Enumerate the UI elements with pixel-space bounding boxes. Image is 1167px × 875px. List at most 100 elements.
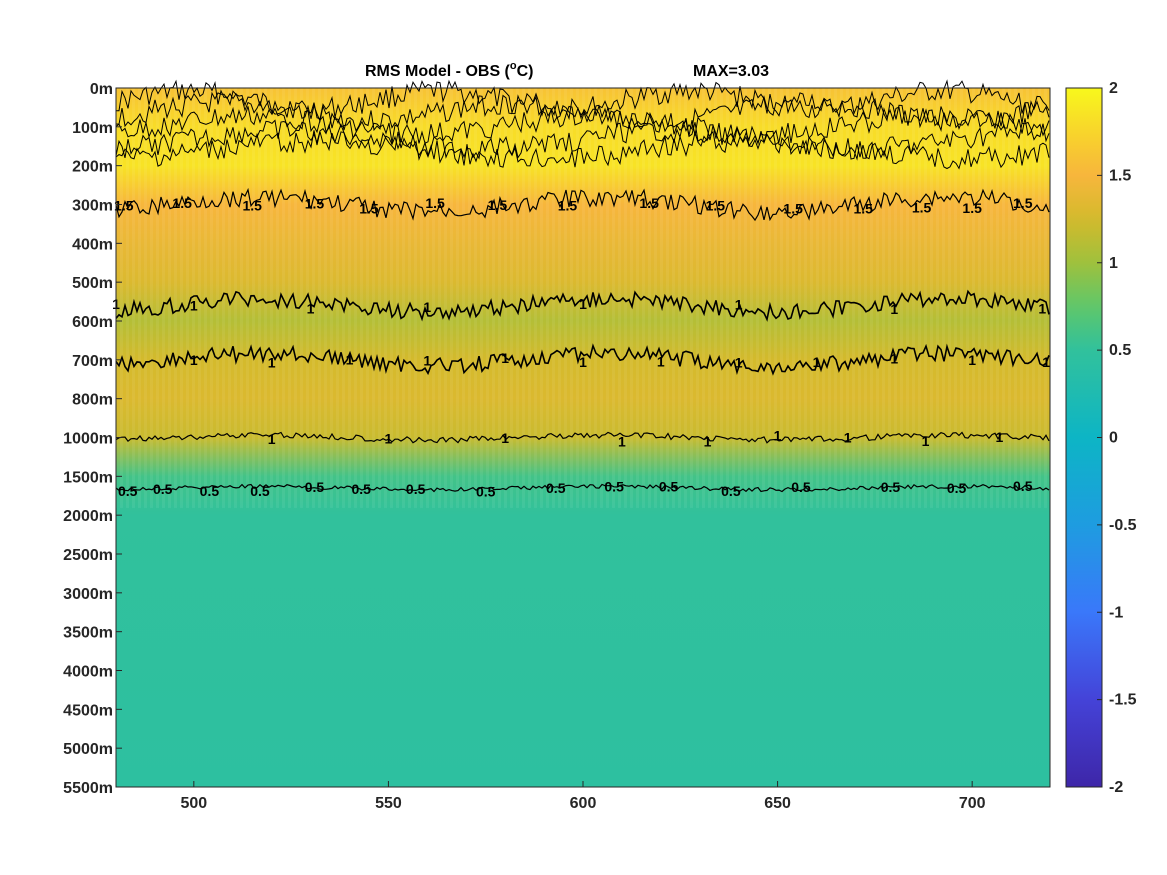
colorbar-tick-label: 0 <box>1109 430 1118 447</box>
contour-label: 1 <box>704 433 712 449</box>
contour-line-surface <box>115 91 1050 133</box>
contour-label: 1 <box>190 352 198 368</box>
y-tick-label: 5000m <box>63 741 113 758</box>
contour-label: 0.5 <box>721 483 741 499</box>
contour-label: 1 <box>268 355 276 371</box>
contour-label: 1 <box>423 353 431 369</box>
y-tick-label: 4000m <box>63 664 113 681</box>
contour-line <box>115 289 1050 322</box>
contour-line <box>115 431 1050 444</box>
y-tick-label: 5500m <box>63 780 113 797</box>
y-tick-label: 2500m <box>63 547 113 564</box>
y-tick-label: 400m <box>72 236 113 253</box>
contour-label: 1 <box>579 354 587 370</box>
contour-label: 0.5 <box>351 481 371 497</box>
x-tick-label: 550 <box>375 795 402 812</box>
contour-label: 0.5 <box>250 483 270 499</box>
y-tick-label: 1500m <box>63 469 113 486</box>
contour-lines <box>115 79 1050 493</box>
contour-label: 1 <box>735 296 743 312</box>
contour-label: 1 <box>922 433 930 449</box>
contour-label: 1 <box>385 430 393 446</box>
contour-label: 0.5 <box>200 483 220 499</box>
colorbar-ticks: 2 1.5 1 0.5 0 -0.5 -1 -1.5 -2 <box>1097 80 1137 796</box>
contour-label: 0.5 <box>881 479 901 495</box>
contour-label: 1 <box>501 430 509 446</box>
contour-label: 1.5 <box>639 195 659 211</box>
contour-label: 0.5 <box>406 481 426 497</box>
colorbar-tick-label: -0.5 <box>1109 517 1137 534</box>
contour-label: 1.5 <box>425 195 445 211</box>
y-axis: 0m 100m 200m 300m 400m 500m 600m 700m 800m 1000m 1… <box>63 81 122 797</box>
contour-label: 1 <box>735 354 743 370</box>
contour-line <box>115 483 1050 493</box>
contour-label: 0.5 <box>947 480 967 496</box>
y-tick-label: 100m <box>72 120 113 137</box>
colorbar-tick-label: -2 <box>1109 779 1123 796</box>
colorbar: 2 1.5 1 0.5 0 -0.5 -1 -1.5 -2 <box>1065 80 1137 796</box>
contour-label: 1.5 <box>706 197 726 213</box>
contour-label: 1 <box>190 298 198 314</box>
y-tick-label: 600m <box>72 314 113 331</box>
contour-label: 1.5 <box>962 200 982 216</box>
colorbar-tick-label: 2 <box>1109 80 1118 97</box>
contour-line <box>115 187 1050 222</box>
title-superscript: o <box>510 60 517 72</box>
contour-label: 1 <box>968 352 976 368</box>
contour-label: 0.5 <box>118 483 138 499</box>
contour-line <box>115 343 1050 376</box>
contour-label: 1 <box>813 354 821 370</box>
contour-label: 1.5 <box>558 197 578 213</box>
contour-label: 1 <box>501 350 509 366</box>
contour-label: 1 <box>890 351 898 367</box>
contour-label: 1 <box>618 433 626 449</box>
contour-label: 1 <box>346 352 354 368</box>
y-tick-label: 4500m <box>63 702 113 719</box>
y-tick-label: 3000m <box>63 586 113 603</box>
contour-label: 1.5 <box>172 195 192 211</box>
contour-label: 0.5 <box>153 481 173 497</box>
contour-label: 0.5 <box>546 480 566 496</box>
colorbar-tick-label: -1.5 <box>1109 692 1137 709</box>
contour-label: 0.5 <box>305 479 325 495</box>
x-tick-label: 600 <box>570 795 597 812</box>
chart-title: RMS Model - OBS (oC) <box>365 60 534 80</box>
contour-label: 1.5 <box>242 197 262 213</box>
max-label: MAX=3.03 <box>693 63 769 80</box>
contour-label: 1 <box>996 429 1004 445</box>
y-tick-label: 200m <box>72 159 113 176</box>
contour-label: 1.5 <box>114 197 134 213</box>
colorbar-gradient-bar <box>1065 87 1103 788</box>
y-tick-label: 3500m <box>63 625 113 642</box>
x-tick-label: 650 <box>764 795 791 812</box>
contour-label: 0.5 <box>791 479 811 495</box>
contour-line-surface <box>115 119 1050 160</box>
x-tick-label: 500 <box>180 795 207 812</box>
y-tick-label: 1000m <box>63 431 113 448</box>
contour-line-surface <box>115 130 1050 170</box>
y-tick-label: 2000m <box>63 508 113 525</box>
contour-line-surface <box>115 105 1050 146</box>
contour-label: 1 <box>307 301 315 317</box>
contour-label: 1.5 <box>359 200 379 216</box>
contour-label: 1 <box>890 301 898 317</box>
colorbar-tick-label: -1 <box>1109 604 1123 621</box>
contour-label: 1 <box>657 353 665 369</box>
contour-label: 1.5 <box>1013 195 1033 211</box>
contour-label: 1 <box>844 430 852 446</box>
contour-label: 1.5 <box>853 200 873 216</box>
contour-label: 1 <box>268 431 276 447</box>
contour-labels: 1.5 1.5 1.5 1.5 1.5 1.5 1.5 1.5 1.5 1.5 1.5 1.5 1.5 1… <box>112 195 1050 499</box>
x-axis: 500 550 600 650 700 <box>180 781 986 812</box>
contour-label: 1.5 <box>912 200 932 216</box>
x-tick-label: 700 <box>959 795 986 812</box>
plot-area: 1.5 1.5 1.5 1.5 1.5 1.5 1.5 1.5 1.5 1.5 1.5 1.5 1.5 1… <box>112 79 1051 788</box>
contour-label: 1 <box>579 296 587 312</box>
colorbar-tick-label: 0.5 <box>1109 342 1131 359</box>
y-tick-label: 800m <box>72 392 113 409</box>
contour-label: 0.5 <box>604 479 624 495</box>
contour-label: 1 <box>423 299 431 315</box>
y-tick-label: 700m <box>72 353 113 370</box>
contour-label: 0.5 <box>1013 478 1033 494</box>
